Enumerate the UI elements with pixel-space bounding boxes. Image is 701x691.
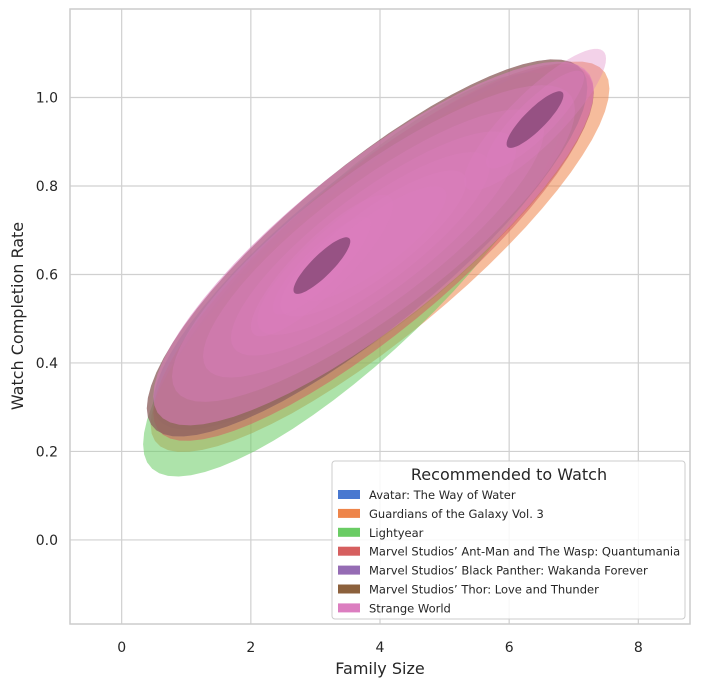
legend-entries: Avatar: The Way of Water Guardians of the… [338,488,680,615]
legend-label: Marvel Studios’ Thor: Love and Thunder [369,583,599,597]
y-tick-label: 1.0 [36,90,58,106]
x-axis-label: Family Size [335,659,424,678]
density-layers [143,48,610,477]
legend-label: Strange World [369,601,451,615]
x-tick-label: 0 [117,640,126,656]
density-mode-1-2 [506,91,564,148]
density-mode-0-2 [293,237,351,294]
density-level-5 [300,186,447,301]
legend-label: Marvel Studios’ Black Panther: Wakanda F… [369,564,648,578]
density-level-2 [230,131,517,356]
x-tick-label: 2 [246,640,255,656]
legend-swatch [338,546,360,556]
y-tick-labels: 0.0 0.2 0.4 0.6 0.8 1.0 [36,90,58,548]
y-tick-label: 0.4 [36,356,58,372]
density-level-3 [257,152,490,335]
legend-swatch [338,508,360,518]
density-level-4 [280,170,467,317]
y-axis-label: Watch Completion Rate [8,222,27,410]
legend-swatch [338,527,360,537]
x-tick-labels: 0 2 4 6 8 [117,640,643,656]
legend-box [331,460,686,620]
density-outer-6 [153,61,594,426]
legend-swatch [338,490,360,499]
legend-swatch [338,584,360,594]
legend-label: Marvel Studios’ Ant-Man and The Wasp: Qu… [369,545,680,559]
density-level-1 [203,109,544,378]
legend-label: Lightyear [369,526,424,540]
x-tick-label: 8 [634,640,643,656]
x-tick-label: 4 [376,640,385,656]
y-tick-label: 0.0 [36,533,58,549]
y-tick-label: 0.8 [36,179,58,195]
legend-label: Avatar: The Way of Water [369,488,516,502]
legend-swatch [338,565,360,575]
x-tick-label: 6 [505,640,514,656]
legend-swatch [338,603,360,613]
legend-title: Recommended to Watch [411,465,607,484]
density-level-0 [172,85,575,402]
y-tick-label: 0.6 [36,267,58,283]
legend-label: Guardians of the Galaxy Vol. 3 [369,507,544,521]
y-tick-label: 0.2 [36,444,58,460]
plot-frame [69,8,691,625]
legend: Recommended to Watch Avatar: The Way of … [331,460,686,620]
